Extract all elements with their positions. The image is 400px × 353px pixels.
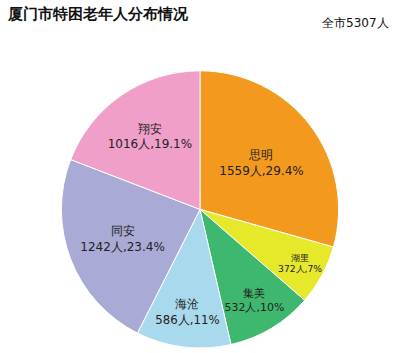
svg-text:同安1242人,23.4%: 同安1242人,23.4%	[80, 224, 164, 254]
svg-text:思明1559人,29.4%: 思明1559人,29.4%	[219, 148, 303, 178]
svg-text:集美532人,10%: 集美532人,10%	[225, 287, 285, 314]
svg-text:厦门市特困老年人分布情况: 厦门市特困老年人分布情况	[7, 5, 189, 23]
svg-text:海沧586人,11%: 海沧586人,11%	[155, 297, 219, 326]
svg-text:翔安1016人,19.1%: 翔安1016人,19.1%	[108, 122, 192, 152]
svg-text:湖里372人,7%: 湖里372人,7%	[278, 252, 322, 275]
svg-text:全市5307人: 全市5307人	[322, 16, 389, 30]
